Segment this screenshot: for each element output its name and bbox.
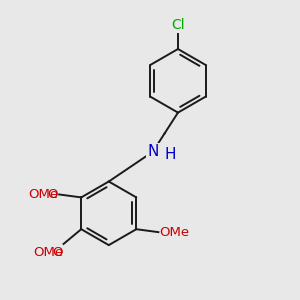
Text: O: O xyxy=(47,188,58,201)
Text: H: H xyxy=(165,147,176,162)
Text: O: O xyxy=(52,246,63,259)
Text: OMe: OMe xyxy=(28,188,58,201)
Text: Cl: Cl xyxy=(171,18,185,32)
Text: OMe: OMe xyxy=(160,226,190,239)
Text: OMe: OMe xyxy=(33,246,63,259)
Text: N: N xyxy=(147,144,158,159)
